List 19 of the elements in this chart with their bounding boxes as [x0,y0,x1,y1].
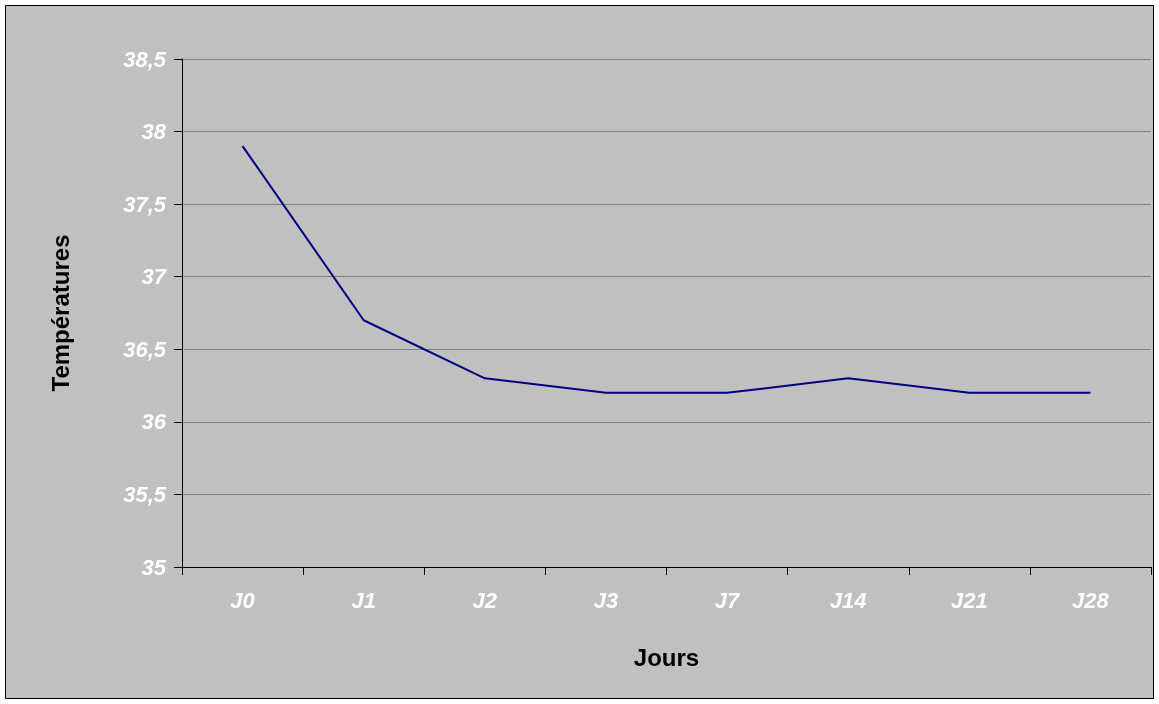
x-tick-label: J7 [714,587,742,613]
line-series [241,145,1092,394]
x-tick-label: J14 [829,587,867,613]
y-tick-label: 35 [141,554,167,580]
y-tick-label: 37 [141,264,168,290]
x-tick-label: J3 [593,587,619,613]
y-tick-label: 35,5 [123,481,167,507]
x-tick-label: J0 [230,587,256,613]
y-axis-title: Températures [46,234,74,392]
x-axis-title: Jours [633,643,700,671]
x-tick-label: J2 [472,587,498,613]
y-tick-label: 36 [141,409,167,435]
y-tick-label: 37,5 [123,191,167,217]
y-tick-label: 36,5 [123,336,167,362]
x-tick-label: J1 [351,587,376,613]
y-tick-label: 38,5 [123,46,167,72]
y-tick-label: 38 [141,119,167,145]
x-tick-label: J28 [1072,587,1110,613]
x-tick-label: J21 [950,587,988,613]
